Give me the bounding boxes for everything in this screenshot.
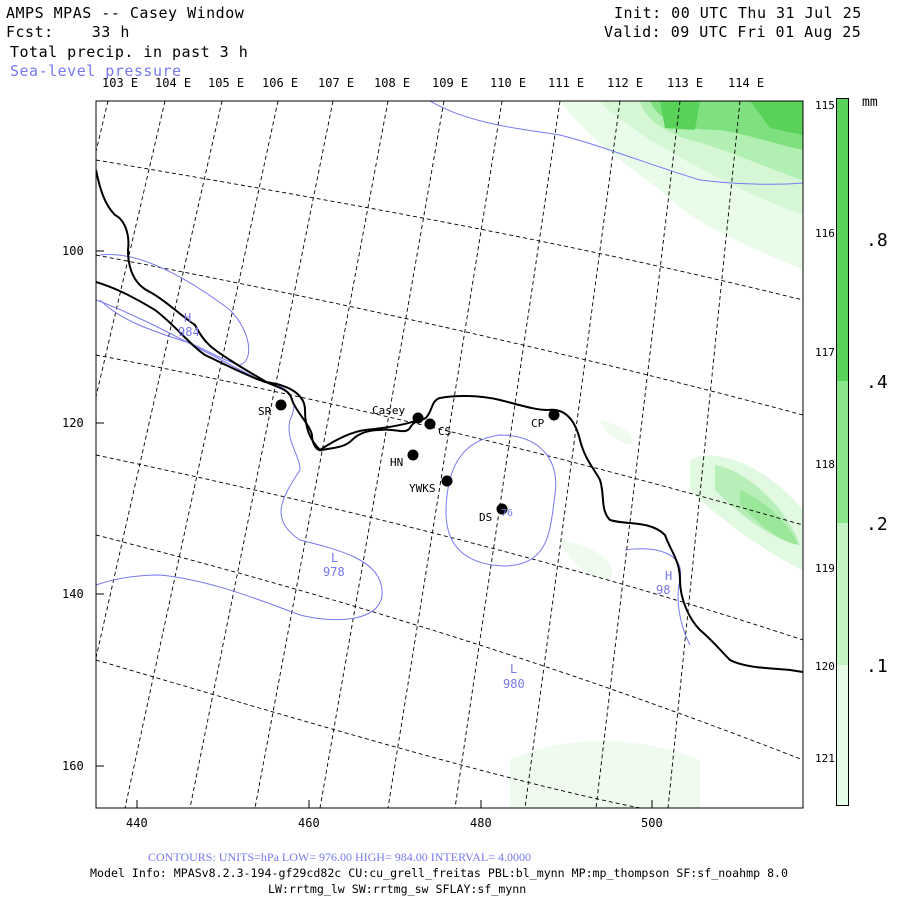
lon-label: 110 E bbox=[490, 76, 527, 90]
y-axis-label: 120 bbox=[62, 416, 84, 430]
map-frame bbox=[95, 100, 804, 809]
station-label: YWKS bbox=[409, 482, 436, 495]
colorbar-unit: mm bbox=[862, 95, 878, 110]
y-axis-label: 140 bbox=[62, 587, 84, 601]
pressure-center-value: 76 bbox=[501, 508, 514, 519]
station-label: DS bbox=[479, 511, 493, 524]
station-cp-marker bbox=[548, 409, 560, 421]
axis-ticks bbox=[96, 250, 653, 808]
graticule bbox=[96, 101, 803, 808]
lon-label: 113 E bbox=[667, 76, 704, 90]
pressure-center-type: H bbox=[665, 569, 673, 583]
pressure-center-value: 980 bbox=[503, 677, 525, 691]
lon-label: 103 E bbox=[102, 76, 139, 90]
station-markers bbox=[275, 399, 560, 515]
colorbar-label: .2 bbox=[866, 514, 888, 535]
station-casey-marker bbox=[412, 412, 424, 424]
lon-label: 111 E bbox=[548, 76, 585, 90]
station-ds-marker bbox=[496, 503, 508, 515]
colorbar-segment bbox=[836, 381, 849, 523]
lon-label: 106 E bbox=[262, 76, 299, 90]
lon-label: 105 E bbox=[208, 76, 245, 90]
station-hn-marker bbox=[407, 449, 419, 461]
pressure-center-type: L bbox=[331, 551, 339, 565]
colorbar-segment bbox=[836, 523, 849, 665]
lon-label: 114 E bbox=[728, 76, 765, 90]
y-axis-label: 100 bbox=[62, 244, 84, 258]
x-axis-label: 480 bbox=[470, 816, 492, 830]
lon-label: 108 E bbox=[374, 76, 411, 90]
field-name: Total precip. in past 3 h bbox=[10, 43, 249, 61]
x-axis-label: 500 bbox=[641, 816, 663, 830]
pressure-center-value: 98 bbox=[656, 583, 671, 597]
lon-label: 109 E bbox=[432, 76, 469, 90]
init-time: Init: 00 UTC Thu 31 Jul 25 bbox=[614, 4, 862, 22]
pressure-center-type: L bbox=[510, 662, 518, 676]
model-info-physics: LW:rrtmg_lw SW:rrtmg_sw SFLAY:sf_mynn bbox=[268, 882, 527, 896]
valid-time: Valid: 09 UTC Fri 01 Aug 25 bbox=[604, 23, 862, 41]
colorbar-label: .4 bbox=[866, 372, 888, 393]
pressure-center-value: 978 bbox=[323, 565, 345, 579]
precip-shading bbox=[510, 101, 803, 808]
station-cs-marker bbox=[424, 418, 436, 430]
station-label: Casey bbox=[372, 404, 406, 417]
x-axis-label: 460 bbox=[298, 816, 320, 830]
coastline bbox=[96, 169, 803, 673]
colorbar-label: .8 bbox=[866, 230, 888, 251]
colorbar-label: .1 bbox=[866, 656, 888, 677]
map-title: AMPS MPAS -- Casey Window bbox=[6, 4, 245, 22]
station-label: CP bbox=[531, 417, 545, 430]
lon-label: 104 E bbox=[155, 76, 192, 90]
model-info: Model Info: MPASv8.2.3-194-gf29cd82c CU:… bbox=[90, 866, 789, 880]
station-label: HN bbox=[390, 456, 404, 469]
station-sr-marker bbox=[275, 399, 287, 411]
lon-label: 112 E bbox=[607, 76, 644, 90]
lon-label: 107 E bbox=[318, 76, 355, 90]
x-axis-label: 440 bbox=[126, 816, 148, 830]
pressure-center-value: 984 bbox=[178, 325, 200, 339]
station-label: SR bbox=[258, 405, 272, 418]
pressure-center-type: H bbox=[184, 311, 192, 325]
forecast-hour: Fcst: 33 h bbox=[6, 23, 130, 41]
overlay-name: Sea-level pressure bbox=[10, 62, 182, 80]
station-ywks-marker bbox=[441, 475, 453, 487]
y-axis-label: 160 bbox=[62, 759, 84, 773]
colorbar-frame bbox=[836, 98, 849, 806]
station-label: CS bbox=[438, 425, 452, 438]
contours-info: CONTOURS: UNITS=hPa LOW= 976.00 HIGH= 98… bbox=[148, 850, 531, 864]
colorbar-segment bbox=[836, 98, 849, 381]
colorbar-segment bbox=[836, 665, 849, 806]
